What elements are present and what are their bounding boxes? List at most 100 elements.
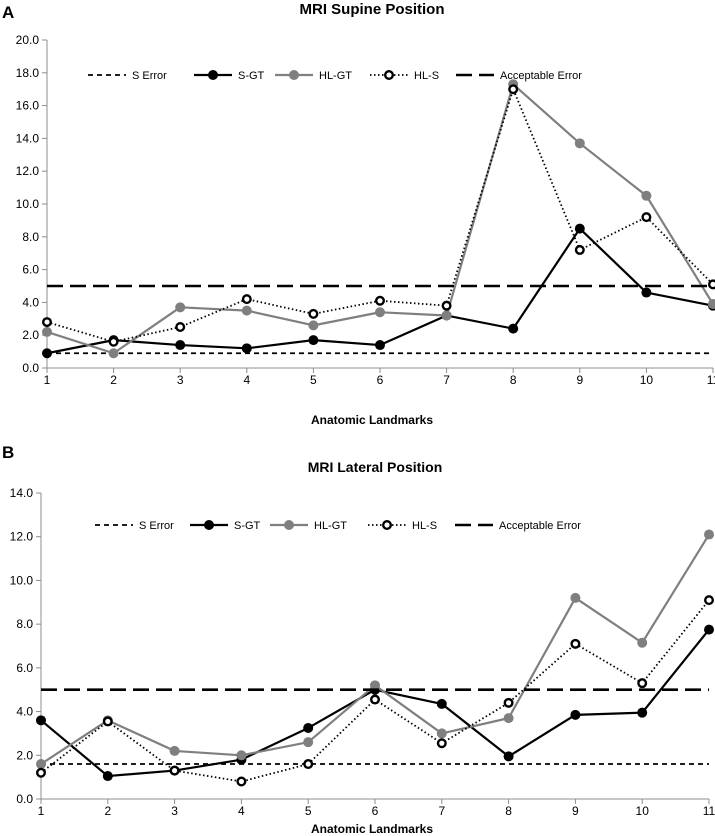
data-point-hl-s: [175, 322, 186, 333]
panel-label: B: [2, 443, 14, 462]
data-point-hl-s: [236, 776, 247, 787]
x-tick-label: 10: [640, 373, 654, 387]
legend-label: HL-S: [412, 520, 437, 532]
data-point-hl-gt: [169, 745, 180, 756]
data-point-s-gt: [574, 223, 585, 234]
data-point-s-gt: [375, 340, 385, 351]
legend-label: S-GT: [234, 520, 261, 532]
data-point-hl-s: [503, 697, 514, 708]
x-tick-label: 6: [377, 373, 384, 387]
data-point-hl-s: [574, 244, 585, 255]
data-point-hl-gt: [436, 728, 447, 739]
x-tick-label: 4: [238, 804, 245, 818]
x-tick-label: 1: [38, 804, 45, 818]
data-point-s-gt: [241, 343, 252, 354]
x-tick-label: 10: [636, 804, 650, 818]
data-point-s-gt: [36, 715, 46, 726]
data-point-s-gt: [102, 771, 113, 782]
y-tick-label: 8.0: [22, 230, 39, 244]
y-tick-label: 4.0: [22, 295, 39, 309]
series-line-s-gt: [46, 227, 714, 355]
y-tick-label: 16.0: [16, 99, 40, 113]
data-point-hl-s: [708, 279, 715, 290]
data-point-hl-s: [308, 308, 319, 319]
x-tick-label: 5: [310, 373, 317, 387]
chart-supine: A MRI Supine Position Anatomic Landmarks…: [2, 1, 715, 427]
data-point-hl-s: [641, 212, 652, 223]
legend-label: Acceptable Error: [500, 70, 582, 82]
x-tick-label: 9: [576, 373, 583, 387]
legend-item-hl-gt: HL-GT: [270, 520, 347, 532]
y-tick-label: 4.0: [16, 705, 33, 719]
y-tick-label: 2.0: [22, 328, 39, 342]
data-point-hl-gt: [236, 750, 247, 761]
legend-item-acceptable-error: Acceptable Error: [455, 520, 581, 532]
y-tick-label: 6.0: [22, 263, 39, 277]
legend-item-s-error: S Error: [88, 70, 167, 82]
data-point-hl-gt: [708, 299, 715, 310]
data-point-hl-gt: [637, 637, 648, 648]
data-point-hl-gt: [308, 320, 319, 331]
data-point-hl-s: [42, 317, 53, 328]
data-point-hl-s: [508, 84, 519, 95]
x-axis-label: Anatomic Landmarks: [311, 822, 433, 836]
data-point-hl-gt: [241, 305, 252, 316]
legend-item-s-error: S Error: [95, 520, 174, 532]
data-point-hl-gt: [175, 302, 186, 313]
legend-item-acceptable-error: Acceptable Error: [456, 70, 582, 82]
x-tick-label: 6: [372, 804, 379, 818]
data-point-hl-gt: [36, 759, 46, 770]
data-point-hl-s: [704, 595, 715, 606]
y-tick-label: 18.0: [16, 66, 40, 80]
y-tick-label: 2.0: [16, 748, 33, 762]
data-point-hl-s: [303, 759, 314, 770]
x-tick-label: 3: [171, 804, 178, 818]
data-point-hl-gt: [570, 592, 581, 603]
data-point-hl-s: [102, 716, 113, 727]
panel-label: A: [2, 3, 14, 22]
legend-item-s-gt: S-GT: [194, 70, 265, 82]
legend-label: HL-S: [414, 70, 439, 82]
y-tick-label: 0.0: [16, 792, 33, 806]
data-point-hl-s: [108, 336, 119, 347]
x-tick-label: 3: [177, 373, 184, 387]
y-tick-label: 6.0: [16, 661, 33, 675]
legend-item-s-gt: S-GT: [190, 520, 261, 532]
y-tick-label: 10.0: [10, 573, 34, 587]
data-point-s-gt: [42, 348, 52, 359]
x-tick-label: 2: [104, 804, 111, 818]
data-point-s-gt: [503, 751, 514, 762]
data-point-hl-s: [375, 295, 386, 306]
data-point-hl-gt: [370, 680, 380, 691]
chart-lateral: B MRI Lateral Position Anatomic Landmark…: [2, 443, 715, 836]
legend-marker: [289, 70, 299, 80]
data-point-hl-gt: [641, 190, 652, 201]
legend-label: HL-GT: [319, 70, 352, 82]
data-point-hl-s: [36, 767, 47, 778]
x-tick-label: 9: [572, 804, 579, 818]
y-tick-label: 14.0: [10, 486, 34, 500]
series-line-hl-gt: [40, 533, 710, 765]
data-point-hl-gt: [574, 138, 585, 149]
data-point-s-gt: [637, 707, 648, 718]
legend-marker: [384, 69, 395, 80]
data-point-hl-s: [436, 738, 447, 749]
data-point-hl-s: [441, 300, 452, 311]
y-tick-label: 20.0: [16, 33, 40, 47]
data-point-s-gt: [436, 698, 447, 709]
legend-label: S Error: [132, 70, 167, 82]
data-point-s-gt: [641, 287, 652, 298]
data-point-hl-s: [169, 765, 180, 776]
x-tick-label: 8: [505, 804, 512, 818]
data-point-hl-gt: [375, 307, 385, 318]
data-point-hl-gt: [303, 737, 314, 748]
legend-label: S-GT: [238, 70, 265, 82]
data-point-hl-s: [637, 678, 648, 689]
legend-item-hl-gt: HL-GT: [275, 70, 352, 82]
data-point-hl-s: [241, 294, 252, 305]
data-point-hl-gt: [108, 348, 119, 359]
x-tick-label: 7: [443, 373, 450, 387]
x-tick-label: 1: [44, 373, 51, 387]
y-tick-label: 8.0: [16, 617, 33, 631]
x-tick-label: 7: [438, 804, 445, 818]
